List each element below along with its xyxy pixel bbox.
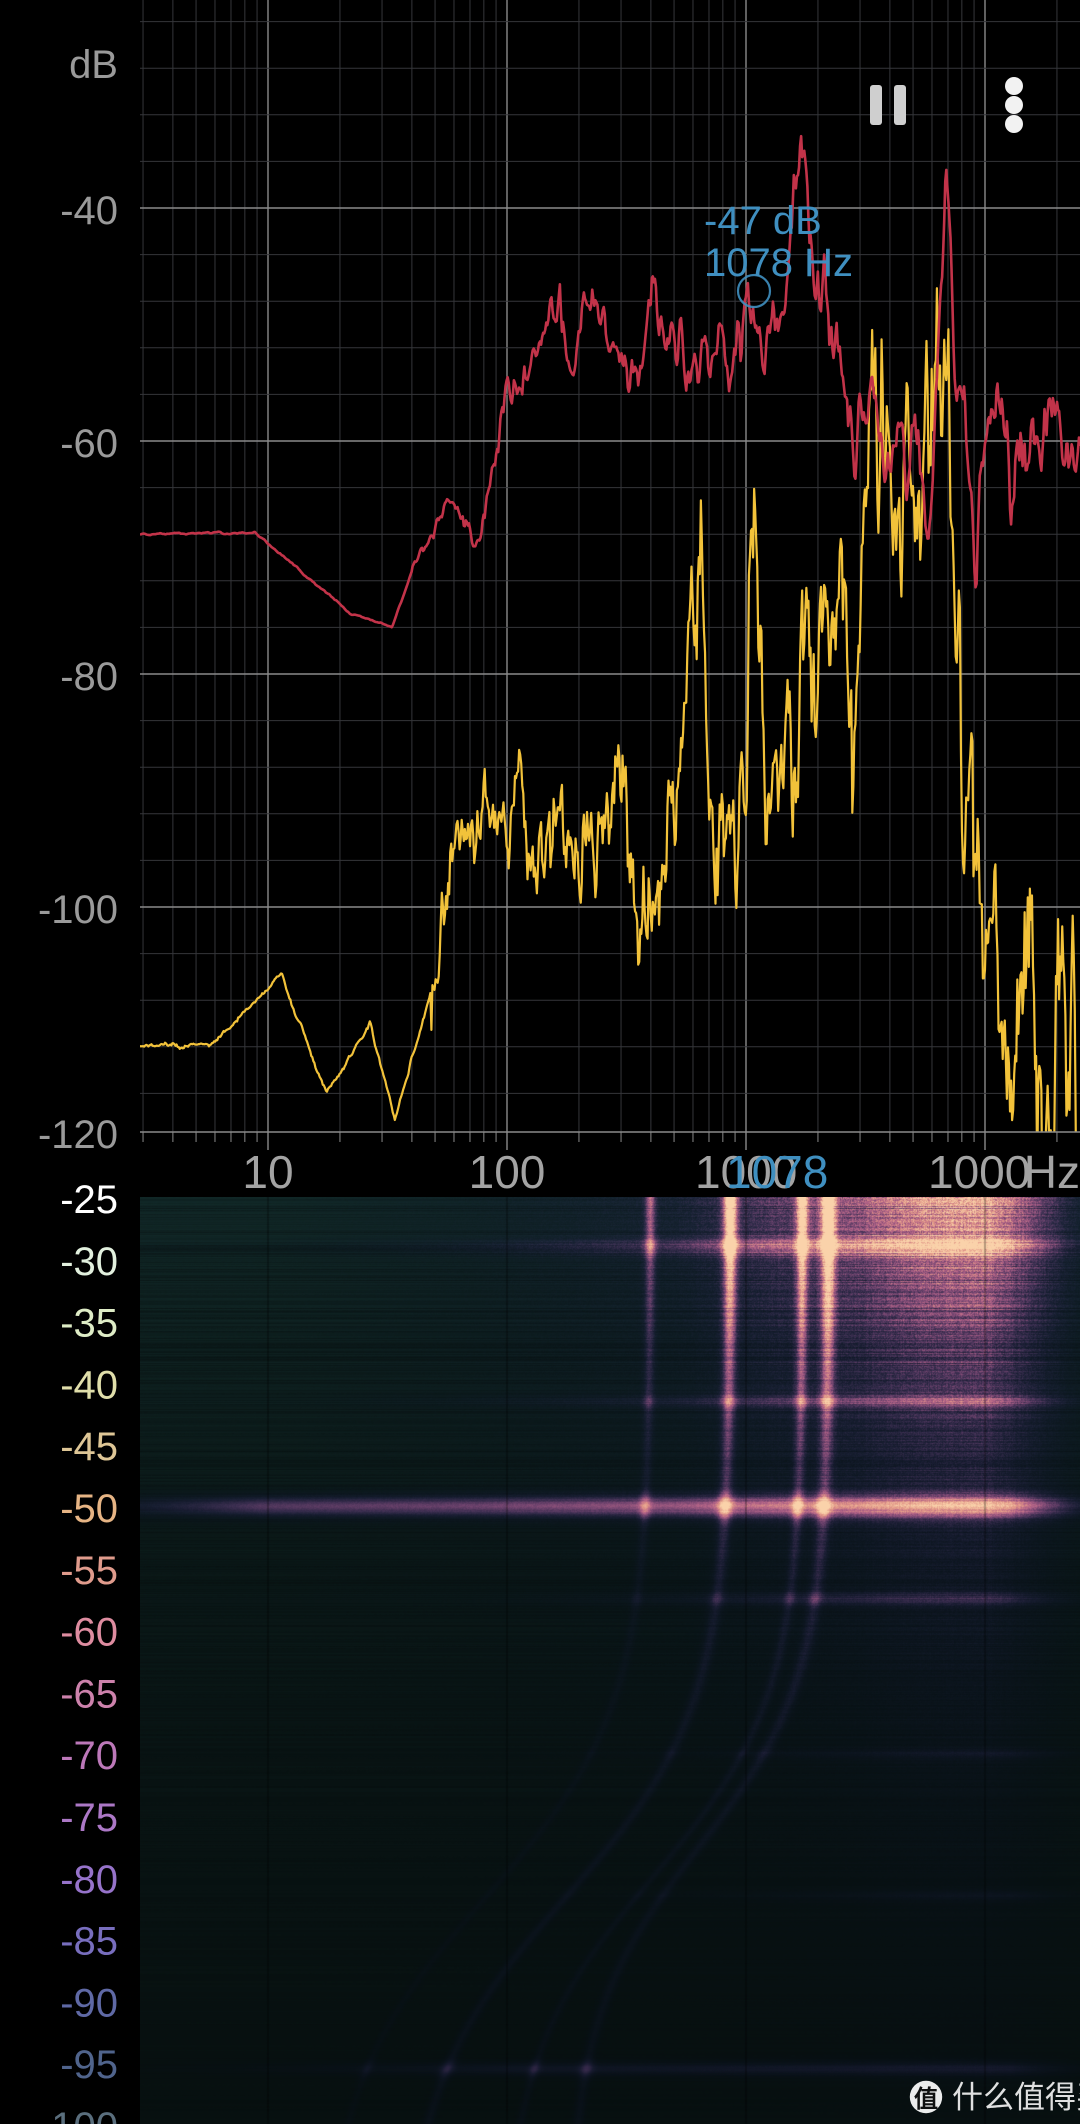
svg-text:-100: -100 bbox=[38, 888, 118, 932]
svg-text:1078: 1078 bbox=[726, 1146, 828, 1198]
svg-text:-25: -25 bbox=[60, 1178, 118, 1222]
svg-text:100: 100 bbox=[469, 1146, 546, 1198]
svg-text:-47 dB: -47 dB bbox=[704, 199, 822, 243]
svg-text:-35: -35 bbox=[60, 1302, 118, 1346]
svg-text:10: 10 bbox=[242, 1146, 293, 1198]
svg-text:1000: 1000 bbox=[928, 1146, 1030, 1198]
svg-text:-60: -60 bbox=[60, 1611, 118, 1655]
svg-text:-85: -85 bbox=[60, 1920, 118, 1964]
svg-text:-45: -45 bbox=[60, 1425, 118, 1469]
svg-text:-75: -75 bbox=[60, 1796, 118, 1840]
svg-text:-50: -50 bbox=[60, 1487, 118, 1531]
svg-text:-80: -80 bbox=[60, 655, 118, 699]
svg-text:dB: dB bbox=[69, 43, 118, 87]
svg-text:1000: 1000 bbox=[695, 1146, 797, 1198]
svg-text:1078 Hz: 1078 Hz bbox=[704, 241, 853, 285]
svg-text:-70: -70 bbox=[60, 1734, 118, 1778]
svg-text:-80: -80 bbox=[60, 1858, 118, 1902]
svg-text:-65: -65 bbox=[60, 1672, 118, 1716]
svg-text:-90: -90 bbox=[60, 1981, 118, 2025]
svg-text:-95: -95 bbox=[60, 2043, 118, 2087]
svg-text:-30: -30 bbox=[60, 1240, 118, 1284]
svg-text:-40: -40 bbox=[60, 1363, 118, 1407]
svg-text:-40: -40 bbox=[60, 189, 118, 233]
svg-text:-60: -60 bbox=[60, 422, 118, 466]
svg-text:Hz: Hz bbox=[1024, 1146, 1080, 1198]
svg-text:-120: -120 bbox=[38, 1113, 118, 1157]
svg-text:-100: -100 bbox=[38, 2105, 118, 2124]
svg-text:-55: -55 bbox=[60, 1549, 118, 1593]
